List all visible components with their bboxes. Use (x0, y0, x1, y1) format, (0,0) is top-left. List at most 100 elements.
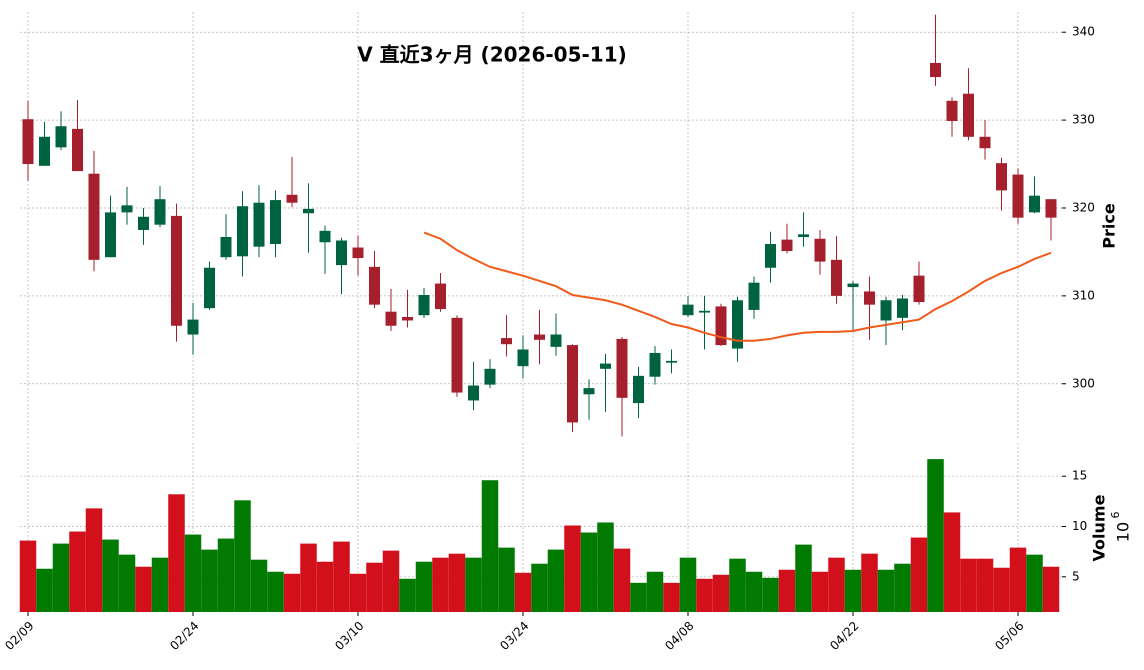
y-tick-label: 330 (1072, 113, 1095, 127)
volume-bar (646, 571, 664, 612)
chart-title: V 直近3ヶ月 (2026-05-11) (357, 43, 627, 67)
volume-bar (976, 558, 994, 612)
candle-body (138, 216, 149, 230)
candle-body (963, 93, 974, 137)
candle-body (666, 360, 677, 363)
volume-bar (696, 578, 713, 612)
candle-body (534, 334, 545, 340)
candle-body (121, 205, 133, 213)
volume-bar (630, 582, 647, 612)
volume-bar (382, 550, 400, 612)
candle-body (286, 194, 298, 203)
volume-bar (828, 557, 845, 612)
candle-body (253, 202, 265, 247)
candle-body (979, 136, 991, 149)
candle-body (715, 306, 727, 346)
candle-body (171, 215, 182, 326)
volume-bar (168, 494, 185, 612)
candle-body (748, 282, 760, 310)
volume-bar (811, 571, 829, 612)
x-tick-label: 05/06 (992, 619, 1026, 653)
candle-body (847, 283, 859, 288)
candle-body (501, 338, 512, 345)
candle-body (369, 266, 380, 305)
x-tick-label: 03/10 (332, 619, 366, 653)
volume-bar (547, 549, 565, 612)
y-tick-label: 300 (1072, 376, 1095, 390)
y-tick-label: 340 (1072, 25, 1095, 39)
candle-body (897, 298, 908, 318)
volume-bar (580, 532, 598, 612)
volume-bar (597, 522, 614, 612)
candle-body (732, 300, 743, 349)
volume-bar (267, 571, 284, 612)
candle-body (946, 100, 958, 121)
volume-scale: 10 6 (1109, 512, 1133, 543)
volume-bar (366, 562, 383, 612)
candle-body (633, 375, 644, 404)
volume-bar (432, 557, 449, 612)
volume-bar (910, 537, 928, 612)
volume-bar (778, 569, 796, 612)
candle-body (1045, 199, 1057, 218)
volume-bar (531, 563, 548, 612)
volume-bar (795, 544, 812, 612)
moving-average-line (423, 231, 1052, 342)
volume-bar (448, 553, 466, 612)
candle-body (402, 316, 413, 321)
volume-bar (415, 561, 433, 612)
volume-bar (679, 557, 697, 612)
volume-bar (943, 512, 961, 612)
volume-bar (663, 582, 680, 612)
volume-bar (762, 577, 779, 612)
volume-bar (333, 541, 350, 612)
volume-bar (85, 508, 103, 612)
volume-bar (102, 539, 119, 612)
volume-bar (118, 554, 136, 612)
candle-body (517, 349, 529, 367)
candle-body (1012, 174, 1024, 218)
candle-body (55, 126, 67, 148)
candle-body (352, 247, 364, 259)
volume-bar (349, 573, 367, 612)
candle-body (319, 230, 331, 243)
candle-body (1029, 195, 1040, 213)
y-tick-label: 320 (1072, 200, 1095, 214)
candle-body (798, 234, 809, 237)
volume-bar (481, 480, 499, 612)
volume-bar (36, 568, 53, 612)
volume-scale-base: 10 (1114, 522, 1133, 542)
candle-body (237, 206, 248, 257)
candle-body (88, 173, 100, 260)
volume-bar (729, 558, 746, 612)
candle-body (913, 275, 925, 303)
candle-body (418, 294, 430, 316)
price-axis-label: Price (1100, 203, 1119, 249)
volume-bar (151, 557, 169, 612)
volume-bar (283, 573, 301, 612)
volume-bar (894, 563, 911, 612)
volume-bar (1026, 554, 1043, 612)
candle-body (154, 199, 166, 225)
y2-tick-label: 10 (1072, 519, 1087, 533)
volume-bar (1009, 547, 1027, 612)
candle-body (336, 240, 347, 266)
volume-scale-exponent: 6 (1109, 512, 1122, 519)
y2-tick-label: 15 (1072, 469, 1087, 483)
volume-bar (861, 553, 878, 612)
candle-body (567, 345, 578, 423)
volume-bar (135, 566, 152, 612)
candle-body (468, 385, 479, 401)
candle-body (765, 244, 776, 268)
x-tick-label: 04/22 (827, 619, 861, 653)
candle-body (204, 267, 215, 309)
volume-bar (465, 557, 482, 612)
candle-body (996, 163, 1007, 191)
volume-bar (927, 459, 944, 612)
candle-body (814, 238, 826, 262)
candle-body (39, 136, 50, 166)
candle-body (105, 212, 116, 258)
x-tick-label: 04/08 (662, 619, 696, 653)
volume-bar (712, 574, 730, 612)
